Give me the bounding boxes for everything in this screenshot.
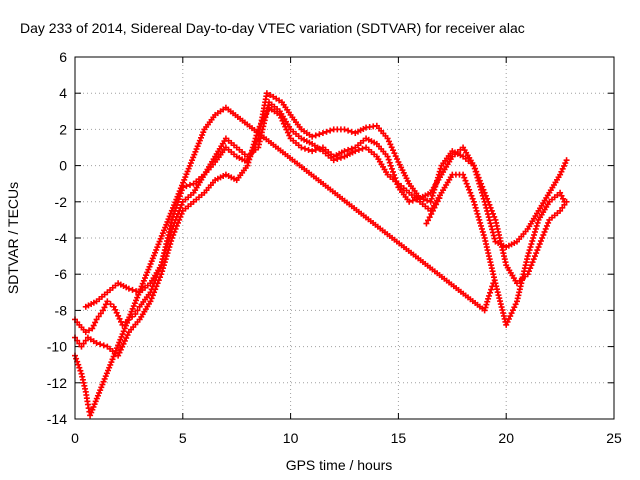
x-tick-label: 5 [179, 430, 187, 446]
data-layer [72, 90, 570, 419]
y-axis-label: SDTVAR / TECUs [5, 182, 21, 294]
chart-title: Day 233 of 2014, Sidereal Day-to-day VTE… [20, 20, 525, 36]
series-track-a [72, 90, 570, 336]
y-tick-label: 6 [59, 49, 67, 65]
x-tick-label: 10 [283, 430, 299, 446]
x-tick-label: 0 [71, 430, 79, 446]
y-tick-label: 2 [59, 121, 67, 137]
series-track-d [72, 104, 497, 419]
y-tick-label: -8 [55, 302, 68, 318]
y-tick-label: -12 [47, 375, 67, 391]
x-tick-label: 20 [498, 430, 514, 446]
y-tick-label: -10 [47, 339, 67, 355]
y-tick-label: -2 [55, 194, 68, 210]
series-track-c [82, 99, 568, 328]
x-tick-label: 15 [391, 430, 407, 446]
x-tick-label: 25 [606, 430, 622, 446]
y-tick-label: -6 [55, 266, 68, 282]
plot-frame [74, 56, 615, 420]
y-tick-label: 0 [59, 158, 67, 174]
y-tick-label: -4 [55, 230, 68, 246]
y-tick-label: 4 [59, 85, 67, 101]
x-axis-label: GPS time / hours [286, 457, 393, 473]
y-tick-label: -14 [47, 411, 67, 427]
